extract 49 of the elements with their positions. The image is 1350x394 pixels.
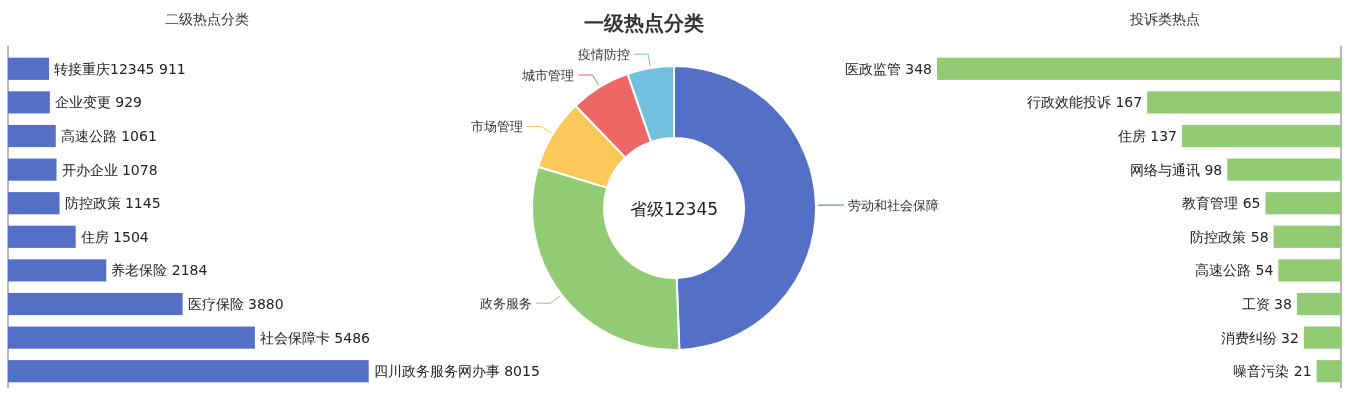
data-label: 住房 1504 xyxy=(79,228,149,245)
bar xyxy=(8,360,369,383)
data-label: 医疗保险 3880 xyxy=(187,296,284,312)
data-label: 开办企业 1078 xyxy=(61,161,158,178)
chart-title: 投诉类热点 xyxy=(1129,11,1200,27)
bar xyxy=(937,57,1341,80)
data-label: 企业变更 929 xyxy=(54,94,142,111)
data-label: 高速公路 54 xyxy=(1195,262,1274,279)
data-label: 高速公路 1061 xyxy=(60,128,157,144)
data-label: 转接重庆12345 911 xyxy=(54,60,186,77)
text: 省级12345 xyxy=(629,199,719,219)
bar xyxy=(1227,158,1341,181)
slice-label: 劳动和社会保障 xyxy=(847,198,939,214)
bar xyxy=(1265,192,1341,215)
data-label: 四川政务服务网办事 8015 xyxy=(373,363,540,380)
bar xyxy=(8,225,76,248)
slice-label: 城市管理 xyxy=(521,67,575,83)
data-label: 工资 38 xyxy=(1241,296,1292,312)
slice-label: 市场管理 xyxy=(470,119,523,135)
bar xyxy=(8,124,56,148)
bar xyxy=(8,158,57,181)
chart-title: 二级热点分类 xyxy=(165,11,249,27)
bar xyxy=(1296,292,1341,316)
data-label: 住房 137 xyxy=(1116,128,1177,144)
bar xyxy=(8,192,60,215)
data-label: 防控政策 58 xyxy=(1190,228,1269,245)
bar xyxy=(1303,326,1341,349)
data-label: 防控政策 1145 xyxy=(64,195,161,212)
data-label: 教育管理 65 xyxy=(1182,195,1261,212)
chart-title: 一级热点分类 xyxy=(584,11,704,35)
bar xyxy=(8,259,107,282)
data-label: 行政效能投诉 167 xyxy=(1026,94,1143,111)
bar xyxy=(8,292,183,316)
bar xyxy=(1278,259,1341,282)
data-label: 养老保险 2184 xyxy=(111,262,208,279)
bar xyxy=(1316,360,1341,383)
bar xyxy=(8,57,49,80)
slice-label: 政务服务 xyxy=(480,296,533,312)
data-label: 噪音污染 21 xyxy=(1233,363,1312,380)
data-label: 社会保障卡 5486 xyxy=(259,329,371,346)
bar xyxy=(8,91,50,114)
data-label: 网络与通讯 98 xyxy=(1129,161,1223,178)
data-label: 消费纠纷 32 xyxy=(1220,329,1299,346)
bar xyxy=(1147,91,1341,114)
slice-label: 疫情防控 xyxy=(578,47,631,63)
bar xyxy=(1181,124,1341,148)
data-label: 医政监管 348 xyxy=(844,60,932,77)
bar xyxy=(1273,225,1341,248)
bar xyxy=(8,326,255,349)
